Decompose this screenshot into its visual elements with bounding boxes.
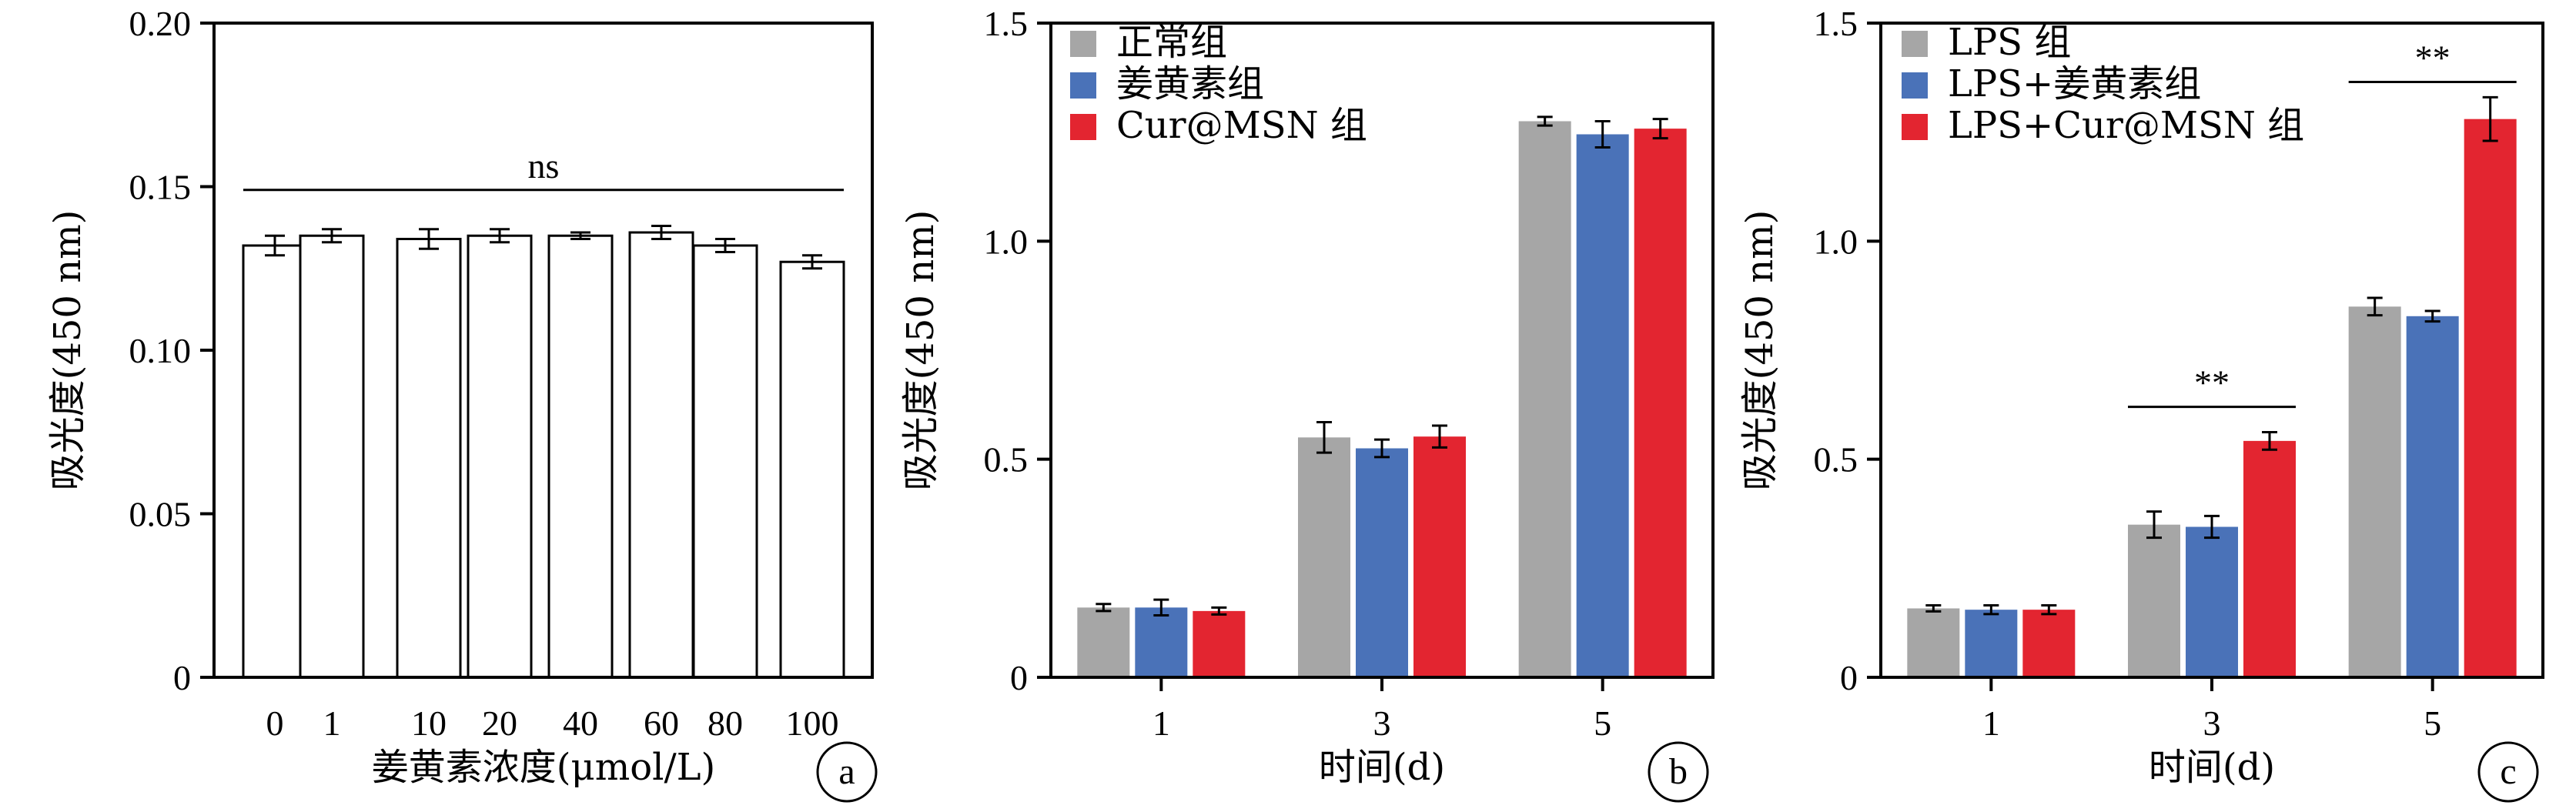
- significance-label: ns: [528, 146, 560, 185]
- legend-swatch-2: [1070, 72, 1096, 99]
- legend-swatch-3: [1902, 114, 1928, 140]
- x-tick-label: 20: [482, 703, 517, 743]
- y-axis-title: 吸光度(450 nm): [1738, 210, 1781, 491]
- chart-panel-c: 0 0.5 1.0 1.5 1 3 5 吸光度(450 nm) 时间(d) c LPS 组LPS+姜…: [1738, 4, 2544, 803]
- bar-80: [692, 244, 758, 679]
- y-tick-label: 0.5: [1814, 440, 1858, 480]
- x-tick-label: 80: [708, 703, 743, 743]
- bar-1-day-5: [1518, 121, 1571, 677]
- panel-label: c: [2500, 751, 2516, 792]
- bar-1-day-3: [2128, 524, 2180, 677]
- x-axis-title: 姜黄素浓度(μmol/L): [372, 746, 715, 789]
- y-tick-label: 0: [1840, 658, 1858, 697]
- legend-label-3: Cur@MSN 组: [1116, 104, 1367, 147]
- bar-3-day-3: [2243, 440, 2296, 677]
- significance-label: **: [2194, 363, 2230, 403]
- x-tick-label: 5: [1594, 703, 1611, 743]
- x-axis-title: 时间(d): [1319, 746, 1445, 789]
- x-tick-label: 10: [411, 703, 447, 743]
- bar-10: [396, 238, 462, 679]
- y-tick-label: 1.5: [984, 4, 1029, 43]
- x-tick-label: 1: [1982, 703, 2000, 743]
- x-tick-label: 1: [323, 703, 341, 743]
- bar-3-day-5: [2464, 119, 2517, 677]
- x-axis-title: 时间(d): [2149, 746, 2275, 789]
- bar-2-day-5: [2406, 316, 2459, 677]
- y-axis-title: 吸光度(450 nm): [46, 210, 89, 491]
- panel-label-circle: [2477, 741, 2539, 803]
- x-tick-label: 1: [1153, 703, 1170, 743]
- x-tick-label: 5: [2424, 703, 2441, 743]
- legend-label-2: 姜黄素组: [1116, 62, 1264, 105]
- y-tick-label: 1.0: [984, 222, 1029, 261]
- x-tick-label: 60: [644, 703, 679, 743]
- legend-label-3: LPS+Cur@MSN 组: [1948, 104, 2304, 147]
- bar-3-day-5: [1634, 129, 1687, 678]
- bar-1: [299, 234, 365, 679]
- bar-20: [467, 234, 533, 679]
- legend-swatch-2: [1902, 72, 1928, 99]
- legend-label-2: LPS+姜黄素组: [1948, 62, 2201, 105]
- bar-0: [242, 244, 308, 679]
- panel-label: b: [1669, 751, 1688, 792]
- y-tick-label: 0.05: [129, 495, 192, 534]
- bar-3-day-3: [1413, 436, 1466, 677]
- bar-1-day-3: [1298, 437, 1350, 677]
- panel-label-circle: [1648, 741, 1709, 803]
- y-tick-label: 1.5: [1814, 4, 1858, 43]
- y-tick-label: 0.5: [984, 440, 1029, 480]
- y-tick-label: 0.20: [129, 4, 192, 43]
- legend-label-1: 正常组: [1116, 21, 1227, 64]
- x-tick-label: 0: [266, 703, 284, 743]
- bar-2-day-1: [1135, 607, 1188, 677]
- x-tick-label: 40: [563, 703, 598, 743]
- significance-label: **: [2415, 38, 2451, 78]
- y-tick-label: 0.15: [129, 168, 192, 207]
- bar-1-day-1: [1907, 608, 1960, 677]
- bar-1-day-1: [1077, 607, 1130, 677]
- legend-swatch-1: [1902, 31, 1928, 57]
- panel-label-circle: [816, 741, 878, 803]
- bar-40: [547, 234, 614, 679]
- legend-swatch-3: [1070, 114, 1096, 140]
- bar-1-day-5: [2348, 306, 2401, 677]
- x-tick-label: 100: [786, 703, 839, 743]
- panel-label: a: [838, 751, 855, 792]
- bar-100: [779, 260, 845, 679]
- bar-2-day-3: [2186, 526, 2238, 677]
- bar-2-day-5: [1576, 134, 1629, 677]
- bar-60: [628, 231, 694, 679]
- bar-2-day-1: [1965, 610, 2018, 677]
- bar-2-day-3: [1356, 448, 1408, 677]
- chart-panel-b: 0 0.5 1.0 1.5 1 3 5 吸光度(450 nm) 时间(d) b 正常组姜黄素组Cur…: [899, 4, 1715, 803]
- legend-label-1: LPS 组: [1948, 21, 2071, 64]
- y-tick-label: 0.10: [129, 331, 192, 370]
- y-axis-title: 吸光度(450 nm): [899, 210, 942, 491]
- chart-panel-a: 00.050.100.150.200 1 10 20 40 60 80 100吸光度(450 …: [46, 4, 878, 803]
- y-tick-label: 1.0: [1814, 222, 1858, 261]
- bar-3-day-1: [1193, 610, 1246, 677]
- y-tick-label: 0: [1010, 658, 1028, 697]
- x-tick-label: 3: [2203, 703, 2221, 743]
- bar-3-day-1: [2022, 610, 2076, 677]
- x-tick-label: 3: [1373, 703, 1391, 743]
- legend-swatch-1: [1070, 31, 1096, 57]
- y-tick-label: 0: [173, 658, 191, 697]
